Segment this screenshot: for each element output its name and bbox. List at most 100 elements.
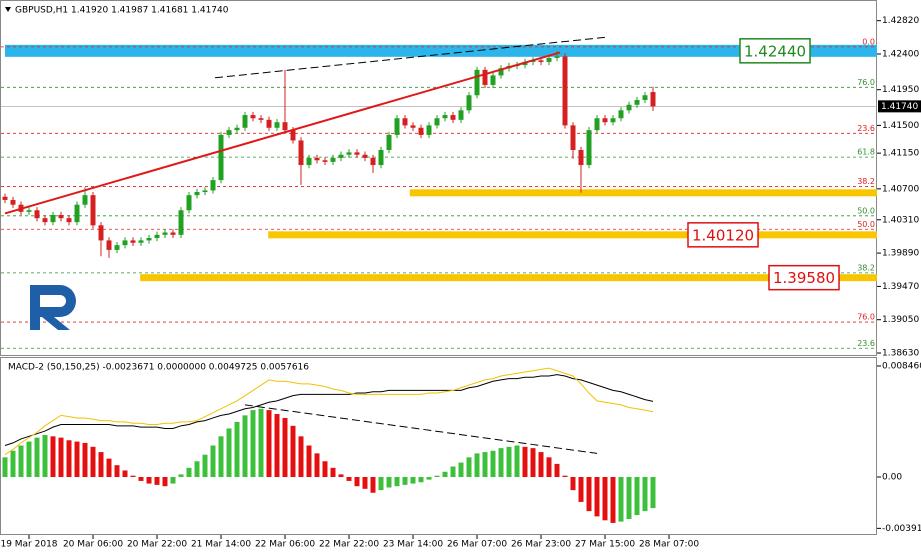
- fib-level-label: 50.0: [857, 206, 875, 215]
- macd-histogram-bar: [362, 477, 368, 489]
- candle-body: [114, 245, 120, 250]
- candle-body: [458, 110, 464, 120]
- x-tick-label: 20 Mar 06:00: [63, 540, 123, 550]
- zone-label-frame: [768, 264, 840, 291]
- macd-panel-frame: [0, 357, 877, 535]
- macd-histogram-bar: [346, 477, 352, 481]
- macd-histogram-bar: [466, 457, 472, 478]
- x-tick-label: 21 Mar 14:00: [191, 540, 251, 550]
- macd-histogram-bar: [258, 408, 264, 478]
- candle-body: [226, 130, 232, 135]
- macd-histogram-bar: [34, 437, 40, 478]
- macd-line: [4, 374, 654, 446]
- macd-histogram-bar: [18, 445, 24, 478]
- candle-body: [562, 56, 568, 126]
- under-layer: [1, 44, 877, 523]
- candle-body: [314, 157, 320, 161]
- macd-histogram-bar: [330, 467, 336, 478]
- candle-body: [386, 134, 392, 150]
- candle-body: [362, 154, 368, 158]
- candle-body: [74, 204, 80, 223]
- candle-body: [434, 118, 440, 126]
- y-tick-label: 1.41950: [882, 85, 919, 95]
- x-tick-label: 22 Mar 22:00: [319, 540, 379, 550]
- candle-body: [642, 95, 648, 101]
- candle-body: [586, 130, 592, 166]
- candle-body: [426, 125, 432, 135]
- macd-histogram-bar: [10, 450, 16, 478]
- macd-histogram-bar: [290, 425, 296, 478]
- candle-body: [186, 195, 192, 211]
- candle-body: [290, 130, 296, 141]
- macd-histogram-bar: [626, 477, 632, 519]
- macd-histogram-bar: [442, 471, 448, 478]
- macd-histogram-bar: [218, 436, 224, 478]
- y-tick-label: 1.39050: [882, 315, 919, 325]
- candle-body: [490, 75, 496, 85]
- macd-histogram-bar: [194, 461, 200, 478]
- x-tick-label: 23 Mar 14:00: [383, 540, 443, 550]
- candle-body: [370, 157, 376, 166]
- symbol-menu-icon: [5, 7, 11, 12]
- macd-histogram-bar: [162, 477, 168, 487]
- candle-body: [338, 154, 344, 158]
- last-price-box: [878, 100, 921, 113]
- macd-histogram-bar: [58, 437, 64, 478]
- macd-histogram-bar: [298, 436, 304, 478]
- candle-body: [162, 232, 168, 235]
- macd-histogram-bar: [554, 463, 560, 478]
- macd-histogram-bar: [106, 458, 112, 478]
- macd-histogram-bar: [562, 475, 568, 478]
- candle-body: [130, 240, 136, 243]
- candle-body: [282, 122, 288, 131]
- candle-body: [66, 218, 72, 223]
- macd-histogram-bar: [354, 477, 360, 487]
- candle-body: [594, 118, 600, 131]
- candle-body: [346, 152, 352, 155]
- y-tick-label: 1.39470: [882, 282, 919, 292]
- fib-level-label: 61.8: [857, 148, 875, 157]
- macd-histogram-bar: [642, 477, 648, 512]
- candle-body: [602, 118, 608, 123]
- candle-body: [154, 234, 160, 239]
- fib-level-label: 23.6: [857, 124, 875, 133]
- y-tick-label: 1.42820: [882, 16, 919, 26]
- candle-body: [538, 60, 544, 62]
- candle-body: [570, 125, 576, 150]
- macd-histogram-bar: [146, 477, 152, 484]
- zone-label-box: 1.40120: [687, 222, 759, 248]
- y-tick-label: 1.41500: [882, 121, 919, 131]
- macd-histogram-bar: [210, 445, 216, 478]
- trend-line: [214, 36, 606, 79]
- candle-body: [554, 56, 560, 58]
- y-tick-label: -0.003913: [882, 524, 921, 534]
- candle-body: [610, 118, 616, 123]
- main-layer: 1.42440 1.40120 1.39580 0.0 76.0 23.6 61.8 38.2…: [0, 16, 921, 550]
- fib-level-label: 76.0: [857, 78, 875, 87]
- macd-histogram-bar: [458, 462, 464, 478]
- x-tick-label: 26 Mar 23:00: [511, 540, 571, 550]
- macd-histogram-bar: [370, 477, 376, 493]
- macd-histogram-bar: [386, 477, 392, 488]
- macd-histogram-bar: [250, 410, 256, 478]
- macd-line: [4, 367, 654, 456]
- fib-level-label: 23.6: [857, 339, 875, 348]
- macd-histogram-bar: [634, 477, 640, 516]
- candle-body: [242, 115, 248, 128]
- candle-body: [378, 149, 384, 166]
- candle-body: [482, 69, 488, 85]
- macd-histogram-bar: [314, 453, 320, 478]
- candle-body: [298, 140, 304, 166]
- candle-body: [210, 180, 216, 191]
- zone-label-box: 1.39580: [768, 264, 840, 291]
- x-tick-label: 22 Mar 06:00: [255, 540, 315, 550]
- macd-histogram-bar: [138, 477, 144, 481]
- macd-histogram-bar: [594, 477, 600, 517]
- candle-body: [26, 210, 32, 212]
- macd-histogram-bar: [66, 440, 72, 478]
- x-tick-label: 26 Mar 07:00: [447, 540, 507, 550]
- candle-body: [202, 190, 208, 193]
- candle-body: [90, 195, 96, 226]
- candle-body: [266, 119, 272, 128]
